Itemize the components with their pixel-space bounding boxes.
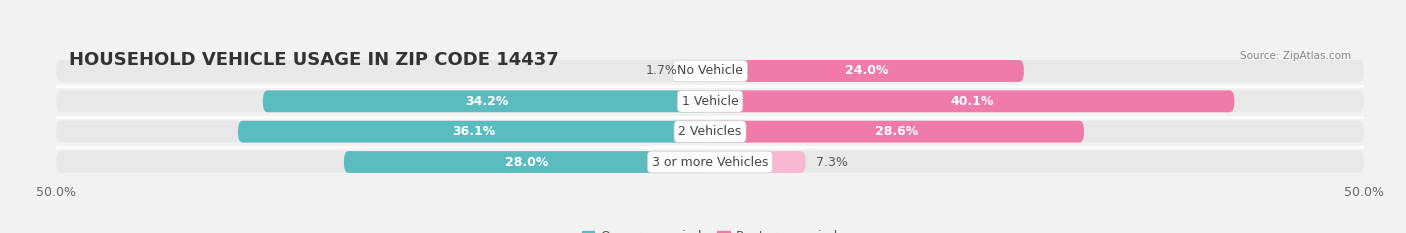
FancyBboxPatch shape — [710, 90, 1234, 112]
Text: 1.7%: 1.7% — [645, 65, 678, 78]
Legend: Owner-occupied, Renter-occupied: Owner-occupied, Renter-occupied — [582, 230, 838, 233]
FancyBboxPatch shape — [710, 121, 1084, 143]
FancyBboxPatch shape — [710, 151, 806, 173]
FancyBboxPatch shape — [688, 60, 710, 82]
Text: HOUSEHOLD VEHICLE USAGE IN ZIP CODE 14437: HOUSEHOLD VEHICLE USAGE IN ZIP CODE 1443… — [69, 51, 560, 69]
Text: 40.1%: 40.1% — [950, 95, 994, 108]
FancyBboxPatch shape — [238, 121, 710, 143]
FancyBboxPatch shape — [56, 90, 1364, 112]
FancyBboxPatch shape — [56, 151, 1364, 173]
FancyBboxPatch shape — [263, 90, 710, 112]
Text: 34.2%: 34.2% — [465, 95, 508, 108]
Text: 28.6%: 28.6% — [876, 125, 918, 138]
FancyBboxPatch shape — [710, 60, 1024, 82]
FancyBboxPatch shape — [56, 60, 1364, 82]
FancyBboxPatch shape — [344, 151, 710, 173]
Text: 1 Vehicle: 1 Vehicle — [682, 95, 738, 108]
Text: 7.3%: 7.3% — [815, 155, 848, 168]
Text: 2 Vehicles: 2 Vehicles — [679, 125, 741, 138]
Text: 24.0%: 24.0% — [845, 65, 889, 78]
Text: 36.1%: 36.1% — [453, 125, 496, 138]
Text: 28.0%: 28.0% — [505, 155, 548, 168]
Text: 3 or more Vehicles: 3 or more Vehicles — [652, 155, 768, 168]
FancyBboxPatch shape — [56, 121, 1364, 143]
Text: No Vehicle: No Vehicle — [678, 65, 742, 78]
Text: Source: ZipAtlas.com: Source: ZipAtlas.com — [1240, 51, 1351, 61]
